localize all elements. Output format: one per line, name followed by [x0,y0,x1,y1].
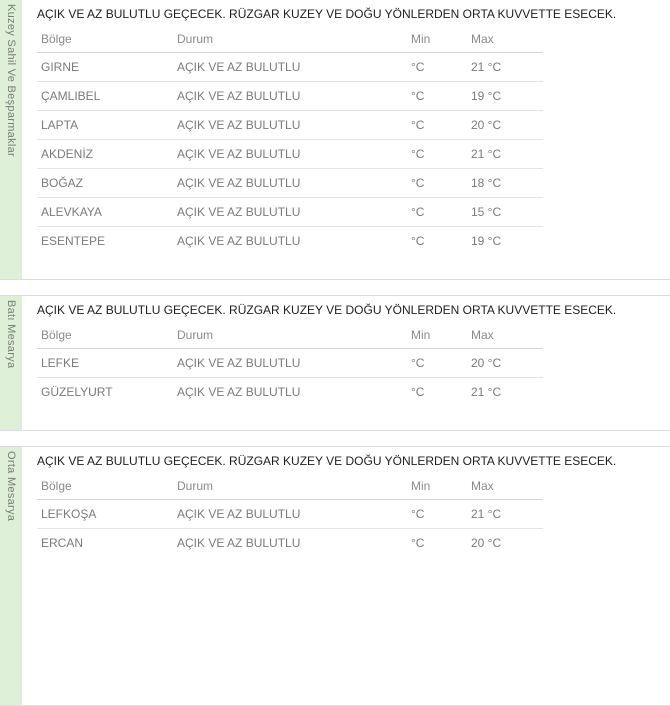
column-header-bolge: Bölge [37,473,173,500]
condition-cell: AÇIK VE AZ BULUTLU [173,139,407,169]
region-cell: ERCAN [41,536,84,550]
region-group-sidebar: Orta Mesarya [0,447,22,705]
min-temp-cell: °C [407,81,467,111]
forecast-section-orta-mesarya: Orta Mesarya AÇIK VE AZ BULUTLU GEÇECEK.… [0,446,670,706]
table-row: ÇAMLIBEL AÇIK VE AZ BULUTLU °C 19 °C [37,81,543,111]
forecast-summary: AÇIK VE AZ BULUTLU GEÇECEK. RÜZGAR KUZEY… [37,454,617,468]
forecast-table: Bölge Durum Min Max LEFKE AÇIK VE AZ BUL… [37,322,543,406]
table-row: LAPTA AÇIK VE AZ BULUTLU °C 20 °C [37,110,543,140]
min-temp-cell: °C [407,168,467,198]
max-temp-cell: 19 °C [467,81,543,111]
region-cell: ÇAMLIBEL [37,81,173,111]
table-row: GÜZELYURT AÇIK VE AZ BULUTLU °C 21 °C [37,378,543,407]
table-row: BOĞAZ AÇIK VE AZ BULUTLU °C 18 °C [37,168,543,198]
forecast-section-kuzey-sahil: Kuzey Sahil Ve Beşparmaklar AÇIK VE AZ B… [0,0,670,280]
condition-cell: AÇIK VE AZ BULUTLU [173,197,407,227]
region-group-label: Kuzey Sahil Ve Beşparmaklar [5,4,17,158]
condition-cell: AÇIK VE AZ BULUTLU [173,52,407,82]
min-temp-cell: °C [407,348,467,378]
region-cell: ESENTEPE [41,234,106,248]
condition-cell: AÇIK VE AZ BULUTLU [177,536,301,550]
forecast-section-bati-mesarya: Batı Mesarya AÇIK VE AZ BULUTLU GEÇECEK.… [0,295,670,431]
column-header-bolge: Bölge [37,26,173,53]
region-cell: LEFKE [37,348,173,378]
column-header-durum: Durum [173,322,407,349]
region-cell: LAPTA [37,110,173,140]
max-temp-cell: 15 °C [467,197,543,227]
region-group-sidebar: Batı Mesarya [0,296,22,430]
region-cell: GIRNE [37,52,173,82]
region-cell: LEFKOŞA [37,499,173,529]
column-header-bolge: Bölge [37,322,173,349]
table-row: AKDENİZ AÇIK VE AZ BULUTLU °C 21 °C [37,139,543,169]
table-header-row: Bölge Durum Min Max [37,26,543,53]
region-group-label: Orta Mesarya [5,451,17,522]
forecast-table: Bölge Durum Min Max LEFKOŞA AÇIK VE AZ B… [37,473,543,557]
condition-cell: AÇIK VE AZ BULUTLU [173,81,407,111]
region-group-sidebar: Kuzey Sahil Ve Beşparmaklar [0,0,22,279]
max-temp-cell: 18 °C [467,168,543,198]
column-header-durum: Durum [173,473,407,500]
condition-cell: AÇIK VE AZ BULUTLU [173,499,407,529]
column-header-max: Max [467,26,543,53]
max-temp-cell: 21 °C [471,385,502,399]
forecast-summary: AÇIK VE AZ BULUTLU GEÇECEK. RÜZGAR KUZEY… [37,303,617,317]
column-header-min: Min [407,322,467,349]
table-row: ESENTEPE AÇIK VE AZ BULUTLU °C 19 °C [37,227,543,256]
table-row: LEFKE AÇIK VE AZ BULUTLU °C 20 °C [37,348,543,378]
table-row: LEFKOŞA AÇIK VE AZ BULUTLU °C 21 °C [37,499,543,529]
section-content: AÇIK VE AZ BULUTLU GEÇECEK. RÜZGAR KUZEY… [37,447,616,705]
table-header-row: Bölge Durum Min Max [37,322,543,349]
condition-cell: AÇIK VE AZ BULUTLU [177,234,301,248]
table-row: GIRNE AÇIK VE AZ BULUTLU °C 21 °C [37,52,543,82]
section-content: AÇIK VE AZ BULUTLU GEÇECEK. RÜZGAR KUZEY… [37,0,616,279]
forecast-table: Bölge Durum Min Max GIRNE AÇIK VE AZ BUL… [37,26,543,255]
region-group-label: Batı Mesarya [5,300,17,369]
min-temp-cell: °C [407,197,467,227]
min-temp-cell: °C [411,536,425,550]
min-temp-cell: °C [407,139,467,169]
column-header-durum: Durum [173,26,407,53]
max-temp-cell: 21 °C [467,52,543,82]
column-header-min: Min [407,473,467,500]
max-temp-cell: 19 °C [471,234,502,248]
table-header-row: Bölge Durum Min Max [37,473,543,500]
max-temp-cell: 20 °C [467,348,543,378]
max-temp-cell: 20 °C [467,110,543,140]
min-temp-cell: °C [411,234,425,248]
column-header-max: Max [467,322,543,349]
max-temp-cell: 21 °C [467,139,543,169]
region-cell: ALEVKAYA [37,197,173,227]
min-temp-cell: °C [407,499,467,529]
region-cell: BOĞAZ [37,168,173,198]
section-content: AÇIK VE AZ BULUTLU GEÇECEK. RÜZGAR KUZEY… [37,296,616,430]
condition-cell: AÇIK VE AZ BULUTLU [173,348,407,378]
table-row: ALEVKAYA AÇIK VE AZ BULUTLU °C 15 °C [37,197,543,227]
column-header-min: Min [407,26,467,53]
max-temp-cell: 21 °C [467,499,543,529]
min-temp-cell: °C [407,52,467,82]
min-temp-cell: °C [407,110,467,140]
table-row: ERCAN AÇIK VE AZ BULUTLU °C 20 °C [37,529,543,558]
region-cell: GÜZELYURT [41,385,113,399]
condition-cell: AÇIK VE AZ BULUTLU [173,110,407,140]
condition-cell: AÇIK VE AZ BULUTLU [173,168,407,198]
max-temp-cell: 20 °C [471,536,502,550]
condition-cell: AÇIK VE AZ BULUTLU [177,385,301,399]
column-header-max: Max [467,473,543,500]
region-cell: AKDENİZ [37,139,173,169]
forecast-summary: AÇIK VE AZ BULUTLU GEÇECEK. RÜZGAR KUZEY… [37,7,617,21]
min-temp-cell: °C [411,385,425,399]
